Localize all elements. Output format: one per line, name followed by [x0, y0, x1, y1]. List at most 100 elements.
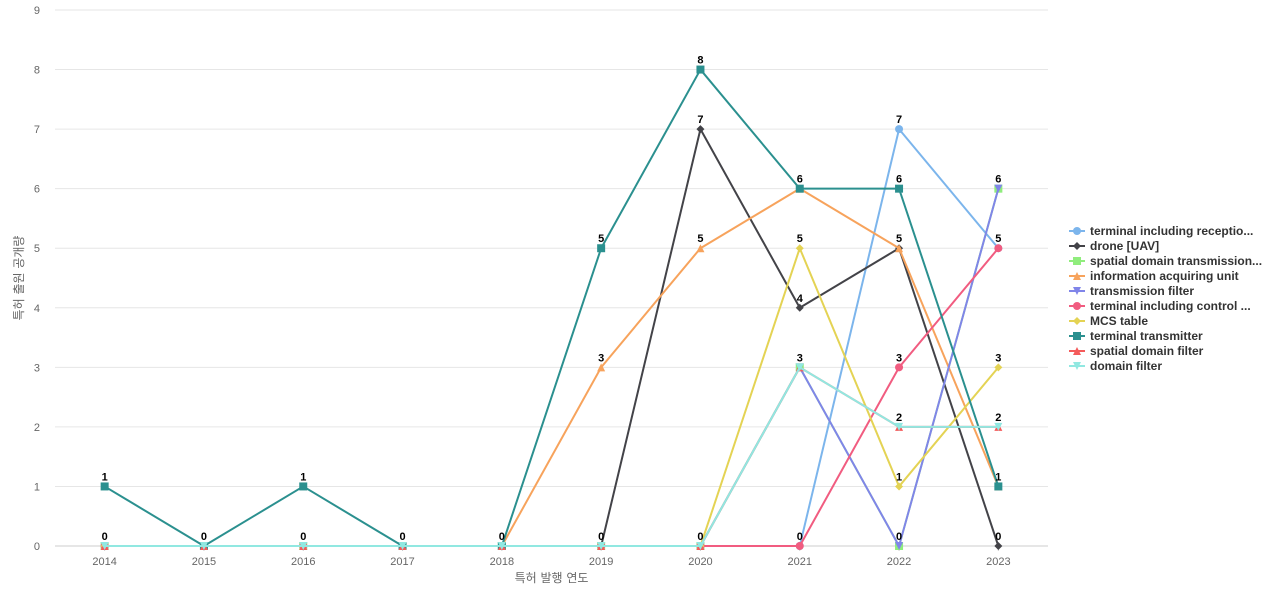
data-label: 2 — [995, 412, 1001, 424]
legend-item[interactable]: terminal including receptio... — [1069, 224, 1253, 238]
data-label: 4 — [797, 293, 804, 305]
data-point — [597, 244, 606, 253]
data-point — [795, 303, 804, 312]
data-label: 0 — [797, 531, 803, 543]
series-10 — [100, 363, 1003, 550]
data-point — [398, 542, 407, 550]
y-tick-label: 4 — [34, 303, 40, 315]
data-label: 0 — [499, 531, 505, 543]
data-label: 1 — [896, 471, 902, 483]
legend-label: terminal including receptio... — [1090, 224, 1253, 238]
y-tick-label: 1 — [34, 481, 40, 493]
data-label: 0 — [399, 531, 405, 543]
y-tick-label: 2 — [34, 422, 40, 434]
data-point — [696, 244, 705, 253]
data-point — [895, 363, 904, 372]
x-tick-label: 2019 — [589, 556, 613, 568]
series-line — [104, 366, 999, 547]
grid-lines — [55, 9, 1048, 487]
data-point — [497, 542, 506, 550]
y-tick-label: 9 — [34, 5, 40, 17]
x-tick-label: 2022 — [887, 556, 911, 568]
data-point — [795, 244, 804, 253]
data-point — [994, 363, 1003, 372]
data-label: 6 — [797, 174, 803, 186]
data-label: 3 — [598, 352, 604, 364]
data-label: 1 — [102, 471, 108, 483]
data-label: 6 — [896, 174, 902, 186]
data-point — [895, 125, 904, 134]
data-label: 5 — [896, 233, 902, 245]
legend-label: domain filter — [1090, 359, 1162, 373]
series-line — [104, 68, 1000, 547]
data-point — [994, 244, 1003, 253]
data-point — [895, 482, 904, 491]
legend-item[interactable]: information acquiring unit — [1069, 269, 1239, 283]
data-label: 0 — [300, 531, 306, 543]
data-point — [895, 542, 904, 550]
data-label: 3 — [797, 352, 803, 364]
data-point — [299, 482, 308, 491]
data-label: 7 — [697, 114, 703, 126]
legend-item[interactable]: MCS table — [1069, 314, 1148, 328]
legend-marker — [1073, 242, 1081, 250]
data-point — [895, 422, 904, 431]
data-point — [597, 542, 606, 550]
y-tick-label: 0 — [34, 541, 40, 553]
data-point — [299, 542, 308, 550]
legend-marker — [1073, 287, 1081, 295]
data-label: 5 — [995, 233, 1001, 245]
legend-item[interactable]: terminal transmitter — [1069, 329, 1203, 343]
data-label: 0 — [598, 531, 604, 543]
legend-item[interactable]: spatial domain filter — [1069, 344, 1204, 358]
x-tick-label: 2021 — [788, 556, 812, 568]
data-label: 0 — [201, 531, 207, 543]
y-tick-label: 5 — [34, 243, 40, 255]
data-point — [795, 542, 804, 550]
data-point — [100, 542, 109, 550]
legend-item[interactable]: domain filter — [1069, 359, 1162, 373]
data-label: 0 — [896, 531, 902, 543]
data-point — [795, 363, 804, 372]
data-label: 5 — [797, 233, 803, 245]
legend-label: drone [UAV] — [1090, 239, 1159, 253]
data-point — [994, 542, 1003, 550]
legend-item[interactable]: transmission filter — [1069, 284, 1194, 298]
legend-marker — [1073, 257, 1081, 265]
legend-marker — [1073, 227, 1081, 235]
data-label: 0 — [995, 531, 1001, 543]
data-label: 3 — [995, 352, 1001, 364]
legend-label: information acquiring unit — [1090, 269, 1239, 283]
data-label: 0 — [697, 531, 703, 543]
data-point — [597, 363, 606, 372]
data-label: 2 — [896, 412, 902, 424]
legend-item[interactable]: terminal including control ... — [1069, 299, 1251, 313]
legend-marker — [1073, 362, 1081, 370]
y-axis-title: 특허 출원 공개량 — [12, 236, 26, 321]
x-tick-label: 2018 — [490, 556, 514, 568]
legend-label: terminal transmitter — [1090, 329, 1203, 343]
data-label: 5 — [598, 233, 604, 245]
data-point — [696, 542, 705, 550]
data-label: 7 — [896, 114, 902, 126]
x-axis-title: 특허 발행 연도 — [515, 570, 589, 585]
legend-label: spatial domain filter — [1090, 344, 1204, 358]
legend-item[interactable]: spatial domain transmission... — [1069, 254, 1262, 268]
legend-item[interactable]: drone [UAV] — [1069, 239, 1159, 253]
legend-marker — [1073, 332, 1081, 340]
data-point — [994, 184, 1003, 193]
data-point — [994, 482, 1003, 491]
legend-label: MCS table — [1090, 314, 1148, 328]
x-tick-label: 2020 — [688, 556, 712, 568]
data-label: 8 — [697, 55, 703, 67]
x-tick-label: 2017 — [390, 556, 414, 568]
data-point — [895, 184, 904, 193]
y-tick-label: 7 — [34, 124, 40, 136]
x-tick-label: 2023 — [986, 556, 1010, 568]
legend[interactable]: terminal including receptio...drone [UAV… — [1069, 224, 1262, 373]
series-group — [100, 65, 1003, 550]
legend-label: spatial domain transmission... — [1090, 254, 1262, 268]
data-point — [795, 184, 804, 193]
data-label: 1 — [300, 471, 306, 483]
data-label: 5 — [697, 233, 703, 245]
